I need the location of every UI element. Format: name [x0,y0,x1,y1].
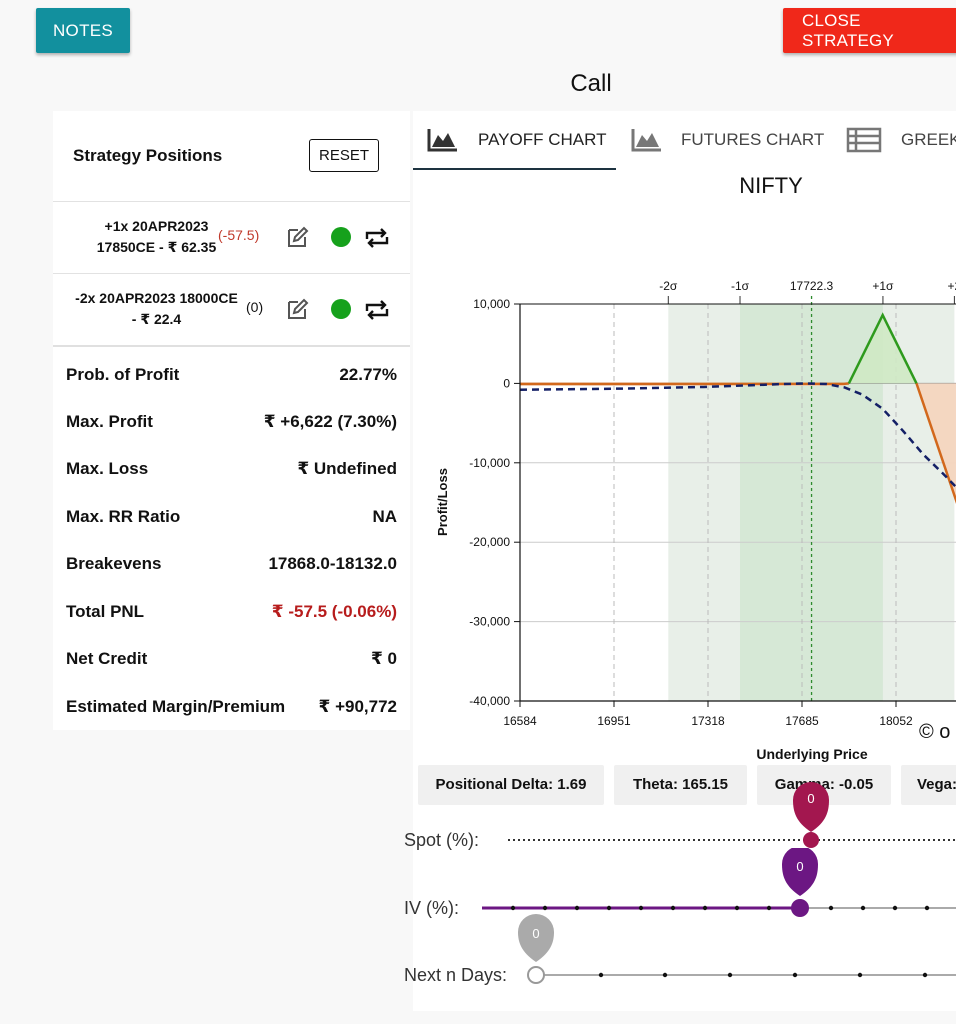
chart-panel: PAYOFF CHART FUTURES CHART GREEKS NIFTY … [413,111,956,1011]
page-title: Call [570,70,612,97]
tab-active-indicator [413,168,616,170]
y-tick-label: 0 [503,376,510,390]
y-tick-label: -30,000 [469,615,510,629]
x-tick-label: 18052 [879,714,913,728]
slider-value: 0 [532,926,539,941]
sigma-label: -2σ [659,279,678,293]
stat-value: ₹ Undefined [297,459,397,478]
x-tick-label: 17318 [691,714,725,728]
swap-icon[interactable] [364,228,390,248]
stat-prob-of-profit: Prob. of Profit 22.77% [53,360,410,390]
slider-value: 0 [796,859,803,874]
strategy-positions-panel: Strategy Positions RESET +1x 20APR2023 1… [53,111,410,730]
greek-theta: Theta: 165.15 [614,765,747,805]
slider-thumb[interactable] [791,899,809,917]
area-chart-icon [631,129,661,152]
position-line1: +1x 20APR2023 [104,218,209,234]
slider-thumb[interactable] [803,832,819,848]
position-row: +1x 20APR2023 17850CE - ₹ 62.35 (-57.5) [53,201,410,272]
y-tick-label: -20,000 [469,535,510,549]
position-description: -2x 20APR2023 18000CE - ₹ 22.4 [59,288,254,330]
positions-header: Strategy Positions RESET [53,111,410,201]
y-axis-title: Profit/Loss [435,468,450,536]
stat-net-credit: Net Credit ₹ 0 [53,644,410,674]
stat-value: 17868.0-18132.0 [268,554,397,573]
strategy-stats: Prob. of Profit 22.77% Max. Profit ₹ +6,… [53,345,410,716]
stat-max-rr-ratio: Max. RR Ratio NA [53,502,410,532]
x-tick-label: 16951 [597,714,631,728]
stat-value: ₹ +90,772 [318,697,397,716]
value-pin [518,914,554,962]
expiry-line-profit [847,312,918,384]
greek-vega: Vega: [901,765,956,805]
payoff-chart: NIFTY 10,000 0 -10,000 -20,000 -30,000 -40,00… [435,173,956,762]
stat-max-loss: Max. Loss ₹ Undefined [53,454,410,484]
reset-button[interactable]: RESET [309,139,379,172]
value-pin [782,848,818,896]
tab-label: FUTURES CHART [681,130,825,149]
edit-icon[interactable] [285,298,309,322]
sigma-label: -1σ [731,279,750,293]
sigma-label: +1σ [872,279,894,293]
position-line1: -2x 20APR2023 18000CE [75,290,238,306]
area-chart-icon [427,129,457,152]
stat-label: Total PNL [66,602,145,621]
swap-icon[interactable] [364,300,390,320]
x-tick-label: 16584 [503,714,537,728]
expiry-line-loss [915,382,956,504]
days-slider[interactable]: 0 [515,914,956,994]
notes-button[interactable]: NOTES [36,8,130,53]
profit-area [848,315,917,384]
position-row: -2x 20APR2023 18000CE - ₹ 22.4 (0) [53,273,410,344]
position-status-dot[interactable] [331,299,351,319]
greek-delta: Positional Delta: 1.69 [418,765,604,805]
stat-label: Net Credit [66,649,148,668]
y-tick-label: -40,000 [469,694,510,708]
stat-value: ₹ +6,622 (7.30%) [263,412,397,431]
stat-value: ₹ -57.5 (-0.06%) [271,602,397,621]
tab-label: PAYOFF CHART [478,130,607,149]
y-tick-label: -10,000 [469,456,510,470]
iv-slider-label: IV (%): [404,898,460,918]
position-pnl: (-57.5) [218,227,260,243]
spot-slider[interactable]: 0 [500,780,956,860]
slider-thumb[interactable] [527,966,545,984]
stat-label: Prob. of Profit [66,365,180,384]
x-axis-title: Underlying Price [756,746,867,762]
x-tick-label: 17685 [785,714,819,728]
y-tick-label: 10,000 [473,297,510,311]
value-pin [793,782,829,832]
stat-breakevens: Breakevens 17868.0-18132.0 [53,549,410,579]
chart-title: NIFTY [739,173,803,198]
positions-title: Strategy Positions [73,146,223,165]
spot-label: 17722.3 [790,279,834,293]
table-icon [846,127,882,153]
position-status-dot[interactable] [331,227,351,247]
close-strategy-button[interactable]: CLOSE STRATEGY [783,8,956,53]
stat-value: 22.77% [339,365,397,384]
stat-max-profit: Max. Profit ₹ +6,622 (7.30%) [53,407,410,437]
stat-label: Max. Profit [66,412,153,431]
edit-icon[interactable] [285,226,309,250]
position-description: +1x 20APR2023 17850CE - ₹ 62.35 [59,216,254,258]
sigma-label: +2 [948,279,956,293]
target-line [519,382,956,489]
stat-label: Max. RR Ratio [66,507,181,526]
stat-total-pnl: Total PNL ₹ -57.5 (-0.06%) [53,597,410,627]
position-line2: 17850CE - ₹ 62.35 [96,239,217,255]
stat-value: ₹ 0 [370,649,397,668]
stat-value: NA [372,507,397,526]
copyright-text: © o [919,721,951,743]
days-slider-label: Next n Days: [404,965,508,985]
stat-estimated-margin: Estimated Margin/Premium ₹ +90,772 [53,692,410,722]
stat-label: Breakevens [66,554,162,573]
position-pnl: (0) [246,299,264,315]
spot-slider-label: Spot (%): [404,830,480,850]
stat-label: Max. Loss [66,459,149,478]
position-line2: - ₹ 22.4 [131,311,182,327]
tab-label: GREEKS [901,130,956,149]
iv-slider[interactable]: 0 [480,848,956,928]
slider-value: 0 [807,791,814,806]
stat-label: Estimated Margin/Premium [66,697,286,716]
